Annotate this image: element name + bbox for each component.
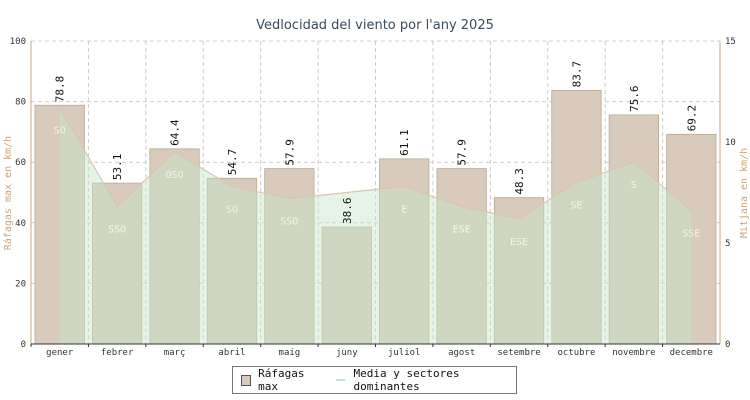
y2-axis-label: Mitjana en km/h: [739, 148, 750, 238]
direction-label: E: [401, 204, 407, 215]
x-tick-label: abril: [218, 348, 245, 358]
chart: Vedlocidad del viento por l'any 2025 SOS…: [2, 18, 750, 358]
data-label: 53.1: [111, 154, 124, 181]
area-fill: [59, 107, 692, 344]
y2-tick-label: 0: [725, 340, 730, 350]
direction-label: SSE: [682, 229, 700, 240]
data-label: 54.7: [226, 149, 239, 176]
data-label: 75.6: [628, 85, 641, 112]
data-label: 57.9: [456, 139, 469, 166]
bar: [149, 148, 200, 345]
bar: [666, 133, 717, 345]
legend: Ráfagas max Media y sectores dominantes: [232, 366, 517, 394]
data-label: 48.3: [513, 168, 526, 195]
y2-tick-label: 10: [725, 138, 736, 148]
direction-label: SO: [54, 126, 66, 137]
direction-label: ESE: [510, 237, 528, 248]
area-series: [59, 107, 692, 344]
bar: [379, 158, 430, 345]
data-labels: 78.8 53.1 64.4 54.7 57.9 38.6 61.1 57.9 48.3 83.7…: [54, 61, 699, 224]
legend-swatch-area: [336, 379, 346, 381]
y-tick-label: 40: [15, 219, 26, 229]
x-tick-label: juliol: [388, 348, 421, 358]
axes: 0 20 40 60 80 100 0 5 10 15 gener febrer març abril ma…: [10, 37, 736, 358]
data-label: 38.6: [341, 198, 354, 225]
data-label: 64.4: [169, 119, 182, 146]
y2-tick-label: 5: [725, 239, 730, 249]
x-tick-label: juny: [336, 348, 358, 358]
bar: [92, 182, 143, 345]
area-line: [59, 107, 692, 220]
data-label: 69.2: [685, 105, 698, 132]
y2-tick-label: 15: [725, 37, 736, 47]
y-tick-label: 60: [15, 158, 26, 168]
y-tick-label: 20: [15, 279, 26, 289]
x-tick-label: maig: [279, 348, 301, 358]
x-tick-label: març: [164, 348, 186, 358]
x-tick-label: decembre: [670, 348, 713, 358]
x-tick-label: octubre: [557, 348, 595, 358]
direction-label: SSO: [108, 225, 126, 236]
bar: [321, 226, 372, 345]
direction-label: S: [631, 180, 637, 191]
y-tick-label: 100: [10, 37, 26, 47]
data-label: 61.1: [398, 129, 411, 156]
y-tick-label: 80: [15, 98, 26, 108]
direction-labels: SO SSO OSO SO SSO E ESE ESE SE S SSE: [54, 126, 701, 248]
x-tick-label: novembre: [612, 348, 655, 358]
bar: [264, 168, 315, 345]
chart-title: Vedlocidad del viento por l'any 2025: [256, 18, 494, 33]
legend-label-area: Media y sectores dominantes: [353, 367, 460, 393]
legend-label-bars: Ráfagas max: [258, 367, 305, 393]
direction-label: SO: [226, 204, 238, 215]
y-axis-label: Ráfagas max en km/h: [2, 136, 14, 250]
data-label: 83.7: [570, 61, 583, 88]
data-label: 78.8: [54, 76, 67, 103]
bar-series: [34, 89, 717, 345]
y-tick-label: 0: [21, 340, 26, 350]
bar: [551, 89, 602, 345]
data-label: 57.9: [283, 139, 296, 166]
bar: [608, 114, 659, 345]
legend-swatch-bars: [241, 374, 252, 386]
x-tick-label: agost: [448, 348, 475, 358]
bar: [493, 197, 545, 345]
gridlines: [31, 40, 720, 344]
direction-label: SSO: [280, 217, 298, 228]
direction-label: SE: [570, 200, 582, 211]
direction-label: OSO: [166, 170, 184, 181]
x-tick-label: setembre: [497, 348, 540, 358]
bar: [34, 104, 85, 345]
bar: [206, 177, 258, 345]
direction-label: ESE: [453, 225, 471, 236]
x-tick-label: gener: [46, 348, 74, 358]
x-tick-label: febrer: [101, 348, 134, 358]
